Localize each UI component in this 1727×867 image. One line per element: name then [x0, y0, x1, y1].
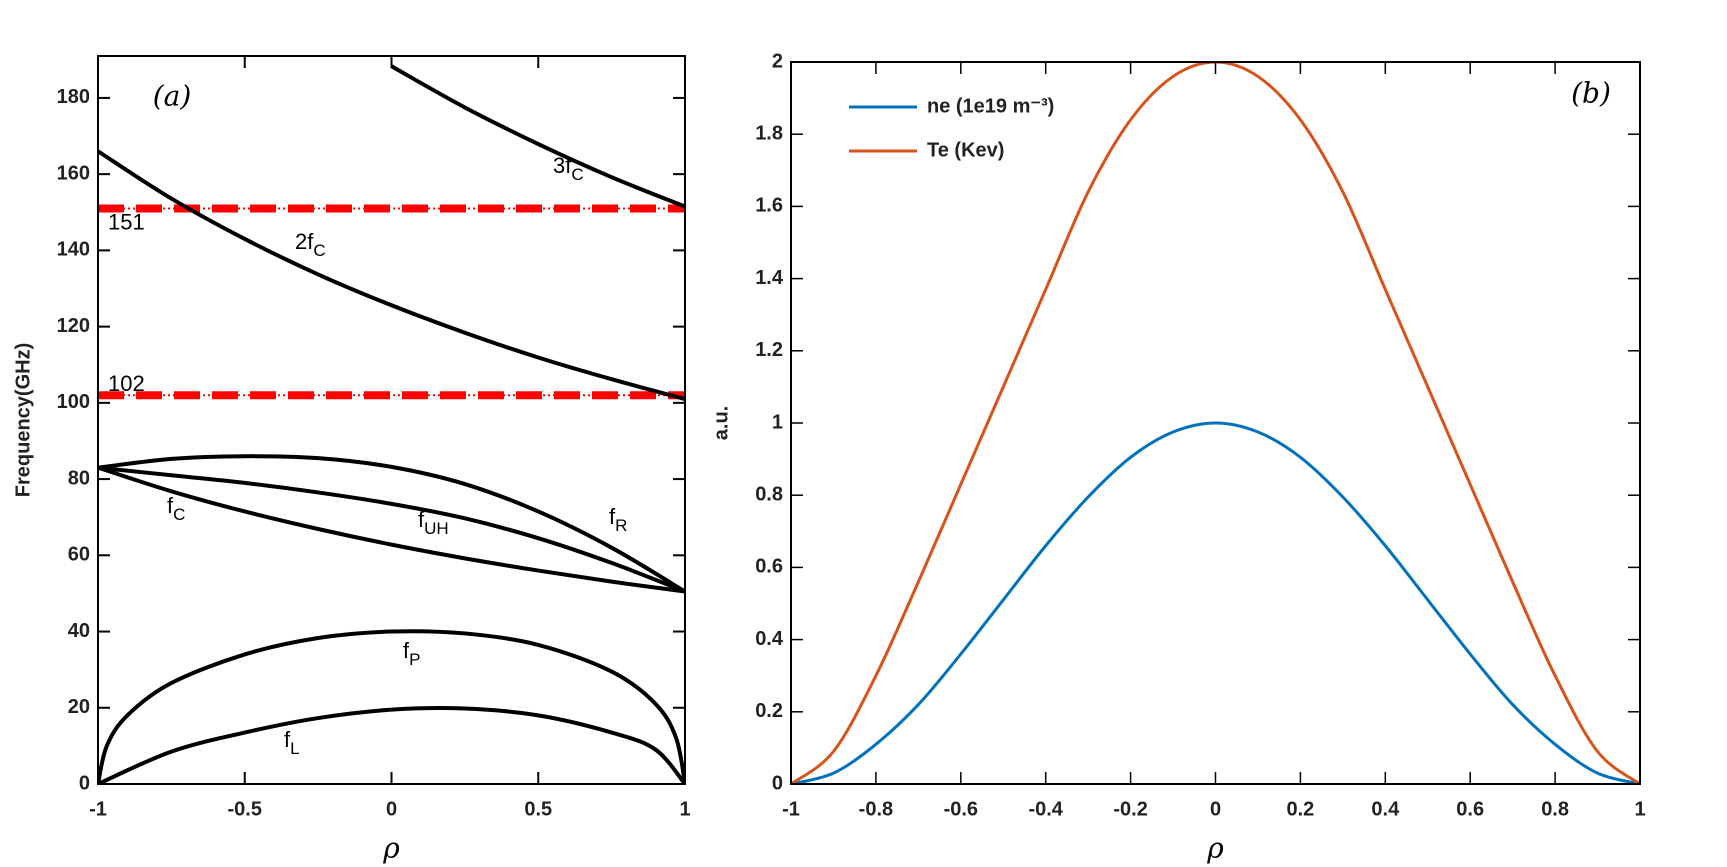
- curve-label-name: 2f: [295, 229, 314, 254]
- series-line: [791, 421, 1640, 784]
- x-tick-label: 0.8: [1541, 798, 1569, 820]
- y-tick-label: 0: [79, 772, 90, 794]
- plot-area: [98, 64, 685, 784]
- reference-label: 151: [108, 209, 145, 234]
- curve-label-subscript: C: [173, 505, 185, 524]
- series-line: [98, 149, 685, 401]
- curve-label-subscript: UH: [424, 519, 449, 538]
- curve-label-name: f: [418, 507, 425, 532]
- curve-label: 2fC: [295, 229, 326, 261]
- y-tick-label: 160: [57, 162, 90, 184]
- curve-label-subscript: R: [615, 516, 627, 535]
- y-tick-label: 100: [57, 391, 90, 413]
- curve-label-name: f: [284, 727, 291, 752]
- y-axis-label: Frequency(GHz): [12, 343, 34, 497]
- x-tick-label: 1: [1634, 798, 1645, 820]
- y-tick-label: 20: [68, 696, 90, 718]
- x-axis-label: ρ: [1206, 832, 1224, 865]
- curve-label-subscript: C: [313, 241, 325, 260]
- x-tick-label: -0.2: [1113, 798, 1147, 820]
- series-line: [791, 62, 1640, 784]
- curve-label: fP: [403, 638, 420, 670]
- plot-area: [791, 62, 1640, 784]
- x-tick-label: -0.4: [1028, 798, 1063, 820]
- x-tick-label: 0.5: [524, 798, 552, 820]
- y-tick-label: 0.8: [755, 483, 783, 505]
- y-tick-label: 1: [772, 411, 783, 433]
- curve-label-name: f: [609, 504, 616, 529]
- series-line: [390, 64, 685, 209]
- curve-label-name: f: [167, 493, 174, 518]
- series-line: [98, 706, 685, 784]
- y-tick-label: 1.8: [755, 122, 783, 144]
- curve-label: fR: [609, 504, 627, 536]
- y-axis-label: a.u.: [710, 406, 732, 440]
- y-tick-label: 0: [772, 772, 783, 794]
- series-line: [98, 465, 685, 594]
- panel-label: (a): [153, 80, 192, 113]
- y-tick-label: 1.2: [755, 339, 783, 361]
- y-tick-label: 0.6: [755, 556, 783, 578]
- y-tick-label: 180: [57, 86, 90, 108]
- legend-label: Te (Kev): [927, 139, 1004, 161]
- curve-label-subscript: P: [409, 650, 420, 669]
- y-tick-label: 120: [57, 315, 90, 337]
- x-tick-label: 0.6: [1456, 798, 1484, 820]
- series-line: [98, 454, 685, 594]
- y-tick-label: 80: [68, 467, 90, 489]
- x-tick-label: 0.2: [1286, 798, 1314, 820]
- panel-label: (b): [1571, 77, 1611, 110]
- curve-label: fL: [284, 727, 300, 759]
- y-tick-label: 60: [68, 544, 90, 566]
- curve-label: 3fC: [553, 153, 584, 185]
- x-tick-label: -1: [782, 798, 800, 820]
- series-line: [98, 629, 685, 784]
- x-tick-label: 0: [386, 798, 397, 820]
- legend-label: ne (1e19 m⁻³): [927, 95, 1054, 117]
- x-tick-label: -0.8: [859, 798, 893, 820]
- curve-label-subscript: C: [571, 165, 583, 184]
- y-tick-label: 140: [57, 239, 90, 261]
- y-tick-label: 0.2: [755, 700, 783, 722]
- y-tick-label: 40: [68, 620, 90, 642]
- x-tick-label: 0: [1210, 798, 1221, 820]
- x-tick-label: -0.6: [944, 798, 978, 820]
- x-tick-label: 0.4: [1371, 798, 1400, 820]
- x-tick-label: -0.5: [228, 798, 262, 820]
- x-tick-label: -1: [89, 798, 107, 820]
- reference-label: 102: [108, 371, 145, 396]
- y-tick-label: 1.6: [755, 195, 783, 217]
- y-tick-label: 1.4: [755, 267, 784, 289]
- curve-label: fUH: [418, 507, 449, 539]
- curve-label-name: f: [403, 638, 410, 663]
- curve-label: fC: [167, 493, 185, 525]
- x-tick-label: 1: [679, 798, 690, 820]
- x-axis-label: ρ: [382, 832, 400, 865]
- series-line: [98, 465, 685, 594]
- curve-label-name: 3f: [553, 153, 572, 178]
- y-tick-label: 2: [772, 50, 783, 72]
- y-tick-label: 0.4: [755, 628, 784, 650]
- curve-label-subscript: L: [290, 739, 299, 758]
